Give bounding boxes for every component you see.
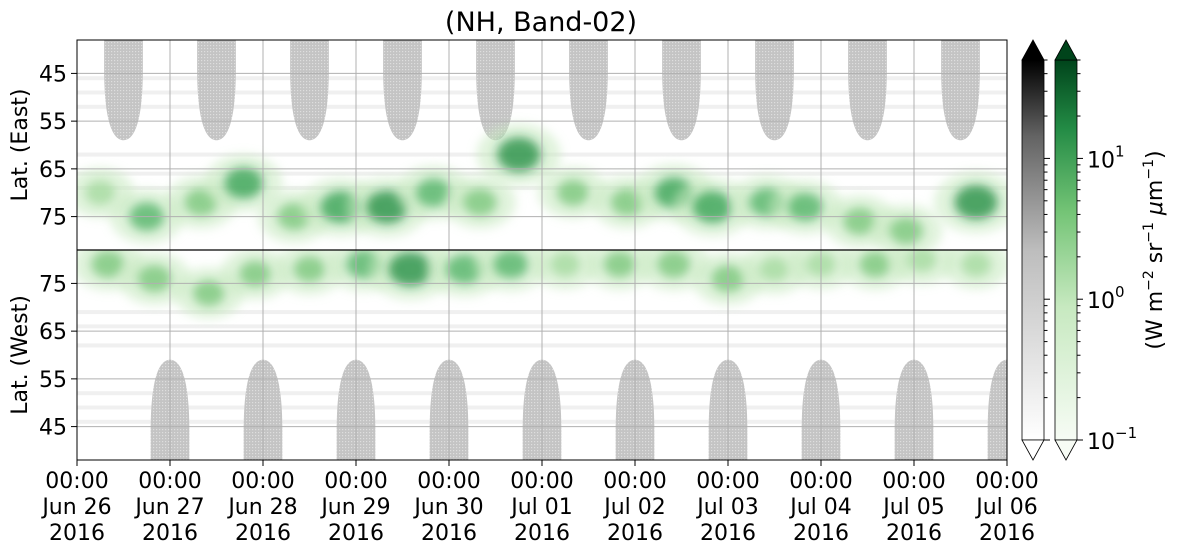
emission-blob [415, 178, 452, 207]
y-tick-label: 55 [39, 368, 67, 393]
x-tick-label: 00:00 Jul 04 2016 [788, 469, 852, 546]
emission-blob [557, 179, 589, 206]
colorbar-greens: 10−1 100 101 [1054, 39, 1137, 461]
colorbar-tick-label: 100 [1087, 283, 1125, 314]
x-tick-label: 00:00 Jun 27 2016 [133, 469, 204, 546]
colorbar-extend-bottom [1054, 439, 1078, 461]
y-tick-label: 45 [39, 62, 67, 87]
no-data-lobe [476, 40, 515, 141]
colorbar-body [1054, 59, 1078, 441]
emission-blob [463, 188, 497, 216]
y-tick-label: 75 [39, 206, 67, 231]
emission-blob [366, 190, 408, 224]
east-no-data [104, 40, 980, 141]
x-tick-label: 00:00 Jun 29 2016 [319, 469, 390, 546]
west-emission [77, 250, 1007, 319]
y-tick-label: 75 [39, 272, 67, 297]
x-tick-label: 00:00 Jul 03 2016 [695, 469, 759, 546]
plot-area [76, 40, 1008, 460]
x-tick-label: 00:00 Jun 30 2016 [412, 469, 483, 546]
y-axis-label-east: Lat. (East) [8, 89, 33, 202]
y-tick-label: 65 [39, 158, 67, 183]
emission-blob [692, 191, 733, 224]
x-tick-label: 00:00 Jul 06 2016 [974, 469, 1038, 546]
emission-blob [497, 137, 541, 172]
emission-blob [759, 256, 790, 282]
x-tick-label: 00:00 Jul 02 2016 [602, 469, 666, 546]
chart-title: (NH, Band-02) [445, 7, 637, 38]
emission-blob [192, 279, 225, 306]
emission-blob [293, 256, 326, 283]
no-data-lobe [197, 40, 236, 141]
no-data-lobe [383, 40, 422, 141]
emission-blob [889, 217, 924, 245]
emission-blob [954, 185, 998, 220]
emission-blob [137, 265, 172, 293]
no-data-lobe [987, 359, 1007, 460]
colorbar-greys [1021, 39, 1050, 461]
colorbar-tick-label: 101 [1087, 142, 1125, 173]
emission-blob [85, 180, 116, 206]
emission-blob [603, 251, 636, 278]
no-data-lobe [290, 40, 329, 141]
colorbar-extend-bottom [1021, 439, 1045, 461]
y-tick-label: 55 [39, 110, 67, 135]
emission-blob [493, 250, 529, 279]
emission-blob [906, 250, 937, 272]
west-no-data [150, 359, 1007, 460]
emission-blob [550, 251, 581, 277]
y-tick-label: 45 [39, 416, 67, 441]
emission-blob [656, 250, 691, 278]
y-tick-label: 65 [39, 320, 67, 345]
no-data-lobe [848, 40, 887, 141]
emission-blob [859, 251, 892, 278]
colorbar-label: (W m−2 sr−1 μm−1) [1141, 150, 1168, 349]
no-data-lobe [569, 40, 608, 141]
emission-blob [91, 250, 125, 278]
emission-blob [842, 207, 877, 235]
x-tick-label: 00:00 Jun 26 2016 [40, 469, 111, 546]
east-emission [77, 123, 1007, 250]
emission-blob [446, 254, 483, 284]
colorbar-body [1021, 59, 1045, 441]
x-tick-label: 00:00 Jun 28 2016 [226, 469, 297, 546]
no-data-lobe [662, 40, 701, 141]
colorbars: 10−1 100 101 (W m−2 sr−1 μm−1) [1021, 39, 1168, 461]
x-tick-label: 00:00 Jul 01 2016 [509, 469, 573, 546]
no-data-lobe [755, 40, 794, 141]
colorbar-extend-top [1021, 39, 1045, 61]
no-data-lobe [941, 40, 980, 141]
emission-blob [388, 251, 432, 287]
colorbar-tick-label: 10−1 [1087, 424, 1137, 455]
emission-blob [224, 167, 263, 199]
x-tick-label: 00:00 Jul 05 2016 [881, 469, 945, 546]
colorbar-extend-top [1054, 39, 1078, 61]
emission-blob [960, 251, 992, 277]
y-axis-label-west: Lat. (West) [8, 295, 33, 415]
emission-blob [787, 192, 824, 222]
no-data-lobe [104, 40, 143, 141]
